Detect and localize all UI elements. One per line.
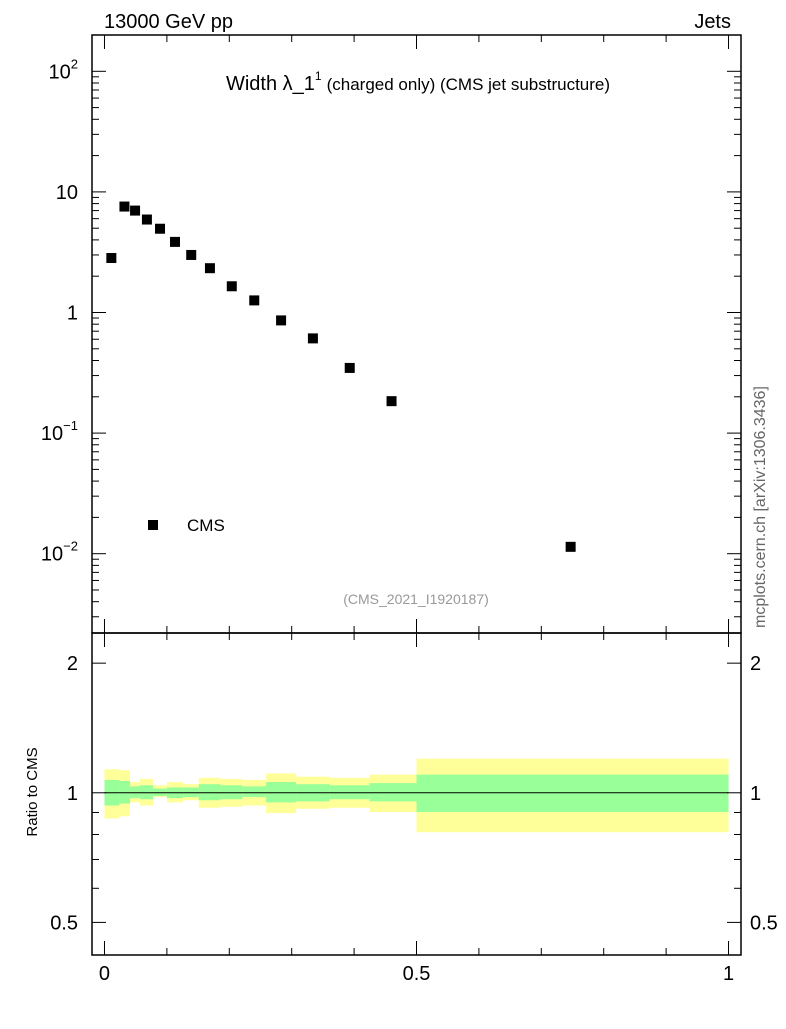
data-point [119, 201, 130, 212]
data-point [226, 281, 237, 292]
ratio-y-tick-label-left: 0.5 [50, 912, 78, 934]
y-tick-label: 10−2 [41, 539, 78, 566]
green-band [220, 785, 243, 800]
ratio-frame [91, 632, 742, 956]
green-band [329, 785, 370, 800]
data-point [249, 295, 260, 306]
y-tick-label: 10−1 [41, 418, 78, 445]
header-left: 13000 GeV pp [104, 11, 233, 33]
green-band [140, 785, 154, 800]
header-right: Jets [694, 11, 731, 33]
data-point [155, 223, 166, 234]
top-frame [91, 34, 742, 634]
green-band [266, 782, 297, 803]
ratio-y-tick-label-right: 0.5 [750, 912, 778, 934]
x-tick-label: 0.5 [403, 963, 431, 985]
y-tick-label: 10 [56, 182, 78, 204]
data-point [169, 236, 180, 247]
data-point [307, 333, 318, 344]
ratio-ylabel: Ratio to CMS [24, 747, 41, 836]
data-point [186, 249, 197, 260]
y-tick-label: 1 [67, 303, 78, 325]
plot-title: Width λ_11 (charged only) (CMS jet substr… [226, 69, 610, 95]
ratio-y-tick-label-left: 1 [67, 783, 78, 805]
green-band [242, 786, 267, 798]
analysis-id: (CMS_2021_I1920187) [343, 591, 489, 607]
data-point [276, 315, 287, 326]
ratio-y-tick-label-right: 2 [750, 653, 761, 675]
data-point [386, 396, 397, 407]
title-main: Width λ_1 [226, 73, 315, 95]
title-rest: (charged only) (CMS jet substructure) [327, 75, 610, 94]
green-band [416, 774, 729, 813]
y-tick-label: 102 [49, 56, 78, 83]
data-point [130, 205, 141, 216]
legend-marker [148, 520, 158, 530]
legend-label: CMS [187, 516, 225, 535]
side-label: mcplots.cern.ch [arXiv:1306.3436] [752, 386, 769, 628]
green-band [130, 786, 141, 799]
green-band [369, 783, 417, 802]
data-point [106, 253, 117, 264]
ratio-y-tick-label-right: 1 [750, 783, 761, 805]
data-point [141, 214, 152, 225]
data-point [204, 263, 215, 274]
x-tick-label: 0 [99, 963, 110, 985]
green-band [153, 788, 167, 796]
data-point [565, 541, 576, 552]
data-point [344, 362, 355, 373]
title-sup: 1 [315, 69, 322, 83]
x-tick-label: 1 [723, 963, 734, 985]
ratio-y-tick-label-left: 2 [67, 653, 78, 675]
green-band [198, 784, 221, 801]
